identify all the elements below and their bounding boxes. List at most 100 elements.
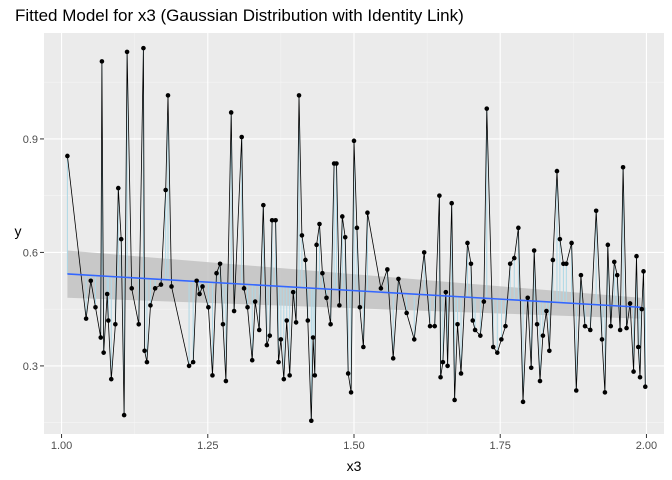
data-point bbox=[241, 286, 247, 291]
data-point bbox=[93, 304, 98, 310]
data-point bbox=[249, 357, 255, 363]
x-tick-label: 1.50 bbox=[343, 440, 364, 452]
data-point bbox=[186, 363, 192, 369]
data-point bbox=[564, 261, 569, 267]
data-point bbox=[557, 236, 563, 242]
data-point bbox=[340, 214, 345, 219]
data-point bbox=[449, 200, 454, 206]
data-point bbox=[108, 376, 114, 382]
data-point bbox=[443, 289, 449, 295]
data-point bbox=[534, 321, 540, 327]
data-point bbox=[169, 284, 174, 289]
data-point bbox=[484, 106, 490, 111]
data-point bbox=[550, 257, 556, 263]
data-point bbox=[231, 308, 237, 314]
data-point bbox=[309, 418, 314, 424]
data-point bbox=[641, 269, 646, 274]
data-point bbox=[440, 359, 446, 365]
data-point bbox=[365, 210, 370, 215]
points-layer bbox=[65, 45, 648, 424]
data-point bbox=[637, 374, 643, 380]
data-point bbox=[200, 284, 205, 289]
data-point bbox=[83, 316, 89, 321]
data-point bbox=[351, 138, 357, 144]
data-point bbox=[106, 318, 111, 323]
data-point bbox=[261, 202, 266, 208]
data-point bbox=[328, 321, 333, 327]
data-point bbox=[310, 335, 316, 340]
data-point bbox=[520, 399, 526, 405]
data-point bbox=[290, 289, 296, 295]
fit-line bbox=[67, 273, 641, 309]
data-point bbox=[602, 390, 608, 395]
data-point bbox=[337, 303, 342, 308]
x-axis-title: x3 bbox=[347, 458, 362, 474]
x-tick-label: 2.00 bbox=[636, 440, 657, 452]
data-point bbox=[468, 261, 474, 267]
data-point bbox=[124, 49, 130, 55]
data-point bbox=[432, 323, 438, 329]
data-point bbox=[427, 323, 433, 329]
y-tick-label: 0.6 bbox=[23, 247, 38, 259]
data-point bbox=[210, 373, 215, 378]
data-point bbox=[361, 344, 366, 350]
data-point bbox=[141, 45, 146, 51]
data-point bbox=[554, 168, 560, 174]
data-point bbox=[470, 318, 476, 323]
y-axis-title: y bbox=[15, 223, 22, 239]
chart-title: Fitted Model for x3 (Gaussian Distributi… bbox=[15, 6, 464, 25]
x-tick-label: 1.25 bbox=[197, 440, 218, 452]
data-point bbox=[206, 304, 211, 310]
data-point bbox=[499, 337, 504, 342]
data-point bbox=[635, 344, 641, 350]
data-point bbox=[239, 134, 244, 140]
x-tick-label: 1.00 bbox=[51, 440, 72, 452]
y-tick-label: 0.3 bbox=[23, 361, 38, 373]
data-point bbox=[642, 384, 648, 390]
data-point bbox=[320, 270, 325, 276]
data-point bbox=[220, 321, 226, 327]
data-point bbox=[158, 282, 164, 287]
data-point bbox=[525, 295, 531, 301]
data-point bbox=[312, 373, 318, 378]
data-point bbox=[104, 291, 110, 297]
data-point bbox=[404, 310, 409, 316]
data-point bbox=[511, 255, 517, 261]
data-point bbox=[438, 374, 443, 380]
data-point bbox=[314, 242, 319, 248]
data-point bbox=[121, 412, 127, 418]
data-point bbox=[345, 371, 351, 376]
data-point bbox=[544, 308, 549, 314]
data-point bbox=[490, 344, 496, 350]
data-point bbox=[245, 304, 250, 310]
data-point bbox=[115, 185, 121, 191]
data-point bbox=[276, 359, 281, 365]
data-point bbox=[639, 306, 645, 312]
data-point bbox=[396, 276, 401, 282]
data-point bbox=[516, 225, 521, 231]
data-point bbox=[540, 333, 546, 338]
data-point bbox=[354, 225, 360, 231]
data-point bbox=[65, 153, 70, 159]
data-point bbox=[296, 93, 302, 98]
data-point bbox=[113, 321, 118, 327]
data-point bbox=[452, 397, 457, 403]
observed-line bbox=[67, 48, 646, 421]
data-point bbox=[256, 327, 262, 333]
data-point bbox=[165, 93, 171, 98]
data-point bbox=[163, 187, 168, 193]
data-point bbox=[528, 365, 534, 371]
data-point bbox=[531, 248, 537, 253]
data-point bbox=[569, 240, 574, 246]
data-point bbox=[293, 320, 299, 325]
data-point bbox=[228, 110, 234, 115]
fit-line-layer bbox=[67, 273, 641, 309]
data-point bbox=[624, 325, 629, 331]
data-point bbox=[455, 321, 460, 327]
data-point bbox=[631, 369, 636, 374]
data-point bbox=[605, 242, 611, 248]
data-point bbox=[348, 390, 354, 395]
data-point bbox=[573, 388, 579, 393]
data-point bbox=[458, 371, 464, 376]
